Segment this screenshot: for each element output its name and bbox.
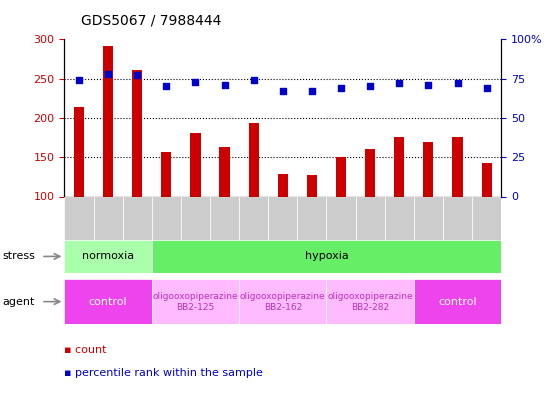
Bar (74, 107, 84, 196)
Bar (268, 196, 297, 273)
Bar (336, 157, 346, 196)
Bar (239, 196, 268, 273)
Text: ▪ percentile rank within the sample: ▪ percentile rank within the sample (64, 368, 263, 378)
Bar (249, 123, 259, 196)
Bar (326, 279, 414, 324)
Point (337, 85, 346, 91)
Bar (220, 147, 230, 196)
Bar (64, 240, 152, 273)
Bar (190, 133, 200, 196)
Bar (385, 196, 414, 273)
Bar (152, 196, 181, 273)
Bar (103, 46, 113, 196)
Point (453, 80, 462, 86)
Bar (423, 142, 433, 196)
Bar (181, 196, 210, 273)
Point (191, 79, 200, 85)
Text: ▪ count: ▪ count (64, 345, 107, 355)
Bar (394, 137, 404, 196)
Point (74, 77, 83, 83)
Point (133, 72, 142, 79)
Text: GDS5067 / 7988444: GDS5067 / 7988444 (81, 14, 222, 28)
Bar (94, 196, 123, 273)
Bar (452, 137, 463, 196)
Text: hypoxia: hypoxia (305, 252, 348, 261)
Bar (152, 240, 501, 273)
Point (482, 85, 491, 91)
Text: control: control (438, 297, 477, 307)
Point (104, 71, 113, 77)
Bar (239, 279, 326, 324)
Point (307, 88, 316, 94)
Point (424, 82, 433, 88)
Bar (326, 196, 356, 273)
Text: agent: agent (3, 297, 35, 307)
Bar (443, 196, 472, 273)
Bar (152, 279, 239, 324)
Bar (210, 196, 239, 273)
Point (366, 83, 375, 90)
Bar (414, 279, 501, 324)
Bar (132, 70, 142, 196)
Bar (472, 196, 501, 273)
Text: normoxia: normoxia (82, 252, 134, 261)
Text: control: control (89, 297, 127, 307)
Point (220, 82, 229, 88)
Bar (356, 196, 385, 273)
Bar (482, 163, 492, 196)
Text: stress: stress (3, 252, 36, 261)
Point (278, 88, 287, 94)
Point (162, 83, 171, 90)
Point (249, 77, 258, 83)
Bar (414, 196, 443, 273)
Bar (64, 196, 94, 273)
Text: oligooxopiperazine
BB2-282: oligooxopiperazine BB2-282 (328, 292, 413, 312)
Bar (297, 196, 326, 273)
Point (395, 80, 404, 86)
Bar (278, 174, 288, 196)
Text: oligooxopiperazine
BB2-162: oligooxopiperazine BB2-162 (240, 292, 325, 312)
Bar (307, 175, 317, 196)
Bar (365, 149, 375, 196)
Bar (161, 152, 171, 196)
Text: oligooxopiperazine
BB2-125: oligooxopiperazine BB2-125 (153, 292, 238, 312)
Bar (64, 279, 152, 324)
Bar (123, 196, 152, 273)
